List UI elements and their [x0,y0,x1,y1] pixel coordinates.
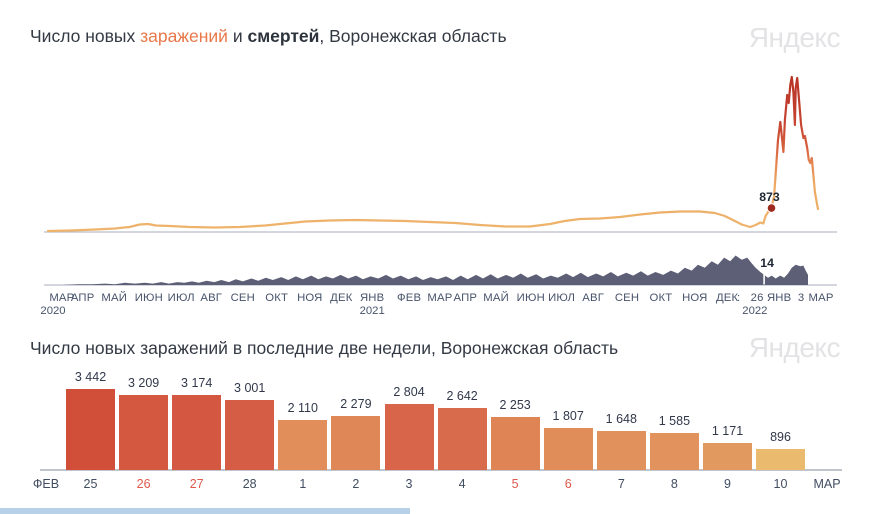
x-month-label-mar: МАР [813,477,841,491]
x-tick-label: АВГ [582,292,604,304]
bar-value-label: 1 585 [658,413,691,428]
x-day-label: 26 [136,477,151,491]
infections-line [46,75,820,233]
infections-word: заражений [140,26,228,46]
x-tick-label: ИЮН [517,292,545,304]
x-tick-label: АВГ [200,292,222,304]
bar-value-label: 3 174 [181,376,213,391]
bar-day-5[interactable] [490,417,540,470]
bar-value-label: 1 171 [711,423,744,438]
bar-value-label: 3 442 [74,370,107,385]
chart1-title-part2: и [227,26,248,46]
x-tick-label: МАЙ [101,291,127,304]
clipped-banner-edge[interactable] [0,508,410,514]
bar-day-7[interactable] [596,431,646,470]
x-day-label: 6 [564,477,572,491]
x-tick-label: АПР [454,292,478,304]
bar-day-6[interactable] [543,427,593,470]
x-tick-label: МАЙ [483,291,509,304]
x-month-label-feb: ФЕВ [32,477,60,491]
x-day-label: 5 [511,477,519,491]
bar-day-8[interactable] [649,432,699,470]
x-tick-label: СЕН [231,292,255,304]
bar-value-label: 3 001 [234,380,266,395]
x-day-label: 28 [242,477,257,491]
x-day-label: 7 [617,477,625,491]
x-day-label: 9 [724,477,731,491]
bar-day-28[interactable] [225,399,275,470]
two-week-bar-chart[interactable]: 3 442 25 3 209 26 3 174 27 3 001 28 2 110 1 2 279 2… [0,360,882,500]
x-tick-label: МАР [49,292,74,304]
bar-day-2[interactable] [331,416,381,470]
bar-value-label: 896 [770,429,791,444]
x-day-label: 25 [83,477,98,491]
deaths-marker-label: 14 [760,256,774,270]
x-tick-label: ДЕК [330,292,353,304]
infections-marker-dot[interactable] [766,203,777,213]
x-tick-year: 2020 [40,305,65,317]
bar-day-27[interactable] [172,395,222,470]
x-day-label: 3 [405,477,413,491]
yandex-watermark-bottom: Яндекс [748,332,841,363]
bar-value-label: 2 642 [446,388,478,403]
chart1-title-part3: , Воронежская область [319,26,507,46]
x-day-label: 2 [352,477,360,491]
bar-day-1[interactable] [278,420,328,470]
x-tick-label: : [737,292,740,304]
x-day-label: 1 [299,477,307,491]
chart2-title: Число новых заражений в последние две не… [30,338,619,358]
yandex-watermark-top: Яндекс [748,22,841,53]
bar-value-label: 3 209 [127,375,160,390]
chart1-title-part1: Число новых [30,26,141,46]
infections-marker-label: 873 [759,190,780,204]
x-tick-label: СЕН [615,292,639,304]
bar-value-label: 2 804 [393,385,425,400]
x-day-label: 8 [670,477,678,491]
x-tick-year: 2021 [360,305,385,317]
bar-day-25[interactable] [66,389,115,470]
x-tick-label: МАР [427,292,452,304]
bar-value-label: 1 807 [552,408,584,423]
chart1-title: Число новых заражений и смертей, Воронеж… [30,26,507,47]
bar-day-10[interactable] [756,448,805,470]
x-day-label: 10 [773,477,788,491]
x-tick-label: АПР [71,292,95,304]
bar-chart-axis-line [40,469,842,471]
x-tick-label: НОЯ [682,292,707,304]
x-tick-label: ЯНВ [360,292,384,304]
x-tick-label: ИЮЛ [168,292,195,304]
x-tick-label: ИЮН [135,292,163,304]
bar-day-4[interactable] [437,407,487,470]
bar-value-label: 2 253 [499,398,531,413]
x-tick-year: 2022 [742,305,767,317]
x-tick-label: ФЕВ [397,292,421,304]
bar-value-label: 1 648 [605,412,637,427]
x-tick-label: ОКТ [649,292,672,304]
x-tick-label: МАР [809,292,834,304]
x-tick-label: НОЯ [297,292,322,304]
deaths-area [48,255,808,285]
x-tick-label: ДЕК [716,292,739,304]
bar-day-9[interactable] [703,442,752,470]
x-tick-label: 3 [798,292,804,304]
x-day-label: 27 [189,477,204,491]
x-tick-label: 26 ЯНВ [751,292,792,304]
bar-day-3[interactable] [384,404,434,470]
deaths-word: смертей [247,26,320,46]
bar-value-label: 2 279 [340,397,372,412]
x-day-label: 4 [458,477,466,491]
x-tick-label: ИЮЛ [548,292,575,304]
bar-value-label: 2 110 [287,401,318,416]
x-tick-label: ОКТ [265,292,288,304]
bar-day-26[interactable] [119,394,169,470]
